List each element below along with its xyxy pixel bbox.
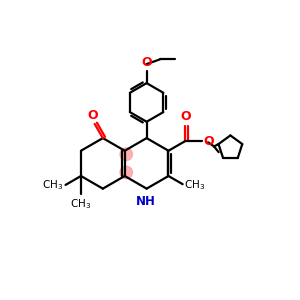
Text: O: O [180, 110, 190, 123]
Text: O: O [203, 135, 214, 148]
Text: O: O [87, 109, 98, 122]
Text: NH: NH [136, 195, 156, 208]
Circle shape [120, 166, 133, 179]
Text: CH$_3$: CH$_3$ [184, 178, 206, 192]
Text: CH$_3$: CH$_3$ [42, 178, 63, 192]
Circle shape [120, 148, 133, 160]
Text: CH$_3$: CH$_3$ [70, 197, 92, 211]
Text: O: O [141, 56, 152, 69]
